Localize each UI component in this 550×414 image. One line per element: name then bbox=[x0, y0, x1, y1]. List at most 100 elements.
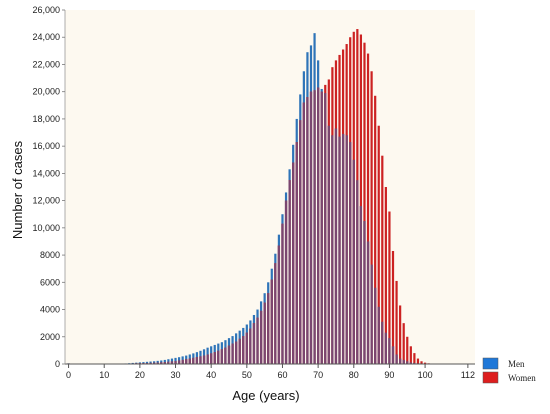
bar-overlap-age-48 bbox=[238, 338, 241, 364]
bar-overlap-age-35 bbox=[192, 357, 195, 364]
plot-background bbox=[65, 10, 475, 364]
y-tick-label: 12,000 bbox=[32, 196, 60, 206]
bar-overlap-age-69 bbox=[313, 90, 316, 364]
bar-women-age-96 bbox=[409, 346, 412, 364]
bar-overlap-age-29 bbox=[170, 361, 174, 364]
bar-overlap-age-97 bbox=[413, 362, 416, 364]
bar-overlap-age-68 bbox=[309, 91, 313, 364]
bar-men-age-30 bbox=[174, 357, 177, 364]
bar-overlap-age-92 bbox=[395, 354, 398, 364]
bar-men-age-29 bbox=[170, 358, 174, 364]
bar-overlap-age-70 bbox=[317, 87, 320, 364]
bar-overlap-age-47 bbox=[235, 341, 238, 364]
y-tick-label: 22,000 bbox=[32, 59, 60, 69]
bar-overlap-age-58 bbox=[274, 263, 277, 364]
bar-overlap-age-62 bbox=[288, 180, 291, 364]
bar-women-age-86 bbox=[374, 95, 377, 365]
bar-overlap-age-78 bbox=[345, 135, 348, 364]
y-tick-label: 6000 bbox=[40, 277, 60, 287]
bar-overlap-age-36 bbox=[195, 357, 199, 364]
bar-overlap-age-84 bbox=[366, 241, 370, 364]
bar-overlap-age-43 bbox=[220, 349, 223, 364]
bar-overlap-age-41 bbox=[213, 352, 216, 364]
y-tick-label: 14,000 bbox=[32, 168, 60, 178]
bar-overlap-age-93 bbox=[399, 358, 402, 364]
bar-overlap-age-76 bbox=[338, 136, 341, 364]
bar-overlap-age-71 bbox=[320, 91, 323, 364]
bar-overlap-age-79 bbox=[349, 142, 352, 364]
x-tick-layer: 0 10 20 30 40 50 60 70 80 90 100 112 bbox=[66, 364, 475, 380]
y-tick-label: 0 bbox=[55, 359, 60, 369]
bar-overlap-age-95 bbox=[406, 361, 409, 364]
x-tick-label: 100 bbox=[418, 370, 433, 380]
y-tick-label: 18,000 bbox=[32, 114, 60, 124]
bar-overlap-age-30 bbox=[174, 361, 177, 364]
x-tick-label: 50 bbox=[242, 370, 252, 380]
bar-overlap-age-44 bbox=[224, 347, 227, 364]
y-axis-title: Number of cases bbox=[10, 140, 25, 239]
bar-overlap-age-53 bbox=[256, 317, 259, 364]
bar-overlap-age-52 bbox=[252, 323, 256, 364]
bar-overlap-age-82 bbox=[359, 206, 363, 364]
bar-overlap-age-80 bbox=[352, 159, 355, 364]
x-tick-label: 0 bbox=[66, 370, 71, 380]
x-tick-label: 90 bbox=[384, 370, 394, 380]
bar-overlap-age-40 bbox=[210, 353, 213, 364]
bar-overlap-age-75 bbox=[334, 128, 338, 364]
bar-overlap-age-27 bbox=[163, 362, 166, 364]
bar-overlap-age-67 bbox=[306, 97, 309, 364]
legend: Men Women bbox=[482, 357, 536, 384]
bar-overlap-age-73 bbox=[327, 125, 330, 364]
x-tick-label: 80 bbox=[349, 370, 359, 380]
x-tick-label: 40 bbox=[206, 370, 216, 380]
bar-women-age-95 bbox=[406, 336, 409, 364]
bar-overlap-age-39 bbox=[206, 354, 209, 364]
y-tick-label: 20,000 bbox=[32, 87, 60, 97]
bar-overlap-age-89 bbox=[384, 332, 387, 364]
bar-women-age-89 bbox=[384, 187, 387, 364]
bar-overlap-age-81 bbox=[356, 180, 359, 364]
bar-overlap-age-61 bbox=[284, 200, 288, 364]
bar-overlap-age-38 bbox=[202, 355, 206, 364]
bar-overlap-age-56 bbox=[267, 293, 270, 364]
bar-overlap-age-72 bbox=[324, 93, 327, 365]
bar-overlap-age-74 bbox=[331, 135, 334, 364]
bar-women-age-91 bbox=[391, 250, 395, 364]
bar-women-age-82 bbox=[359, 34, 363, 364]
bar-overlap-age-46 bbox=[231, 343, 234, 364]
x-tick-label: 70 bbox=[313, 370, 323, 380]
bar-overlap-age-34 bbox=[188, 358, 191, 364]
bar-men-age-22 bbox=[145, 361, 149, 364]
bar-overlap-age-65 bbox=[299, 120, 302, 365]
bar-overlap-age-26 bbox=[160, 362, 163, 364]
legend-label-women: Women bbox=[508, 373, 536, 383]
bar-overlap-age-64 bbox=[295, 142, 298, 364]
bar-overlap-age-77 bbox=[341, 133, 345, 364]
x-tick-label: 20 bbox=[135, 370, 145, 380]
bar-overlap-age-23 bbox=[149, 362, 152, 364]
bar-men-age-19 bbox=[135, 362, 138, 364]
legend-swatch-women bbox=[482, 371, 499, 384]
bar-overlap-age-57 bbox=[270, 279, 273, 364]
bar-men-age-23 bbox=[149, 361, 152, 364]
y-tick-label: 16,000 bbox=[32, 141, 60, 151]
bar-men-age-26 bbox=[160, 360, 163, 364]
bar-overlap-age-37 bbox=[199, 356, 202, 364]
bar-overlap-age-87 bbox=[377, 306, 380, 364]
x-axis-title: Age (years) bbox=[232, 388, 299, 403]
x-tick-label: 30 bbox=[171, 370, 181, 380]
legend-swatch-men bbox=[482, 357, 499, 370]
bar-overlap-age-66 bbox=[302, 102, 305, 364]
bar-overlap-age-96 bbox=[409, 362, 412, 364]
bar-overlap-age-33 bbox=[185, 359, 188, 364]
bar-overlap-age-54 bbox=[259, 310, 263, 364]
y-tick-label: 10,000 bbox=[32, 223, 60, 233]
bar-overlap-age-24 bbox=[153, 362, 156, 364]
bar-overlap-age-31 bbox=[177, 360, 181, 364]
bar-overlap-age-51 bbox=[249, 328, 252, 364]
bar-women-age-94 bbox=[402, 323, 405, 364]
y-tick-label: 26,000 bbox=[32, 5, 60, 15]
bar-men-age-24 bbox=[153, 361, 156, 364]
